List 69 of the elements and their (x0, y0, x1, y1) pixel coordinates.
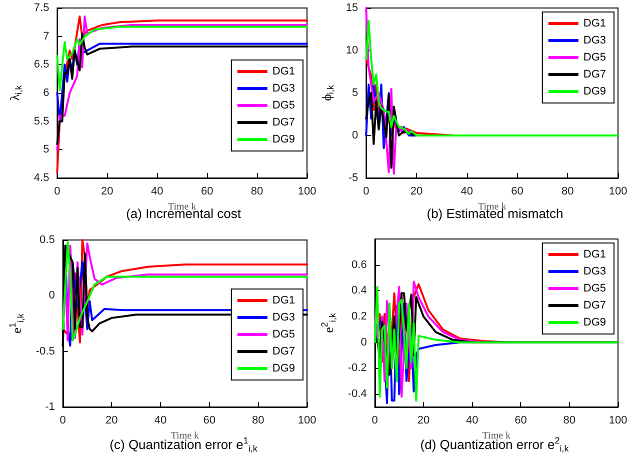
y-tick-label: -0.4 (348, 388, 367, 400)
y-tick-label: -0.2 (348, 362, 367, 374)
y-axis-title: ϕi,k (319, 84, 336, 101)
y-tick-label: -5 (348, 172, 358, 184)
x-tick-label: 100 (608, 186, 628, 198)
y-tick-label: -1 (45, 401, 55, 413)
legend-label: DG7 (583, 68, 606, 80)
x-tick-label: 20 (106, 414, 118, 426)
y-tick-label: 0 (48, 290, 55, 302)
y-tick-label: 15 (346, 2, 358, 14)
legend-label: DG1 (272, 66, 296, 78)
y-axis-title: λi,k (7, 84, 24, 101)
y-tick-label: -0.5 (36, 345, 55, 358)
x-tick-label: 100 (298, 414, 316, 426)
x-tick-label: 20 (101, 186, 114, 198)
x-tick-label: 0 (372, 414, 378, 426)
x-tick-label: 40 (460, 186, 474, 198)
y-tick-label: 7 (43, 30, 50, 42)
x-tick-label: 20 (410, 186, 423, 198)
legend-label: DG3 (272, 312, 296, 324)
legend-label: DG5 (583, 282, 606, 294)
y-tick-label: 5 (352, 87, 358, 99)
x-tick-label: 0 (60, 414, 66, 426)
legend-label: DG9 (583, 86, 606, 98)
y-tick-label: 0.5 (40, 234, 55, 246)
y-axis-title: e1i,k (8, 313, 26, 334)
x-tick-label: 60 (514, 414, 527, 426)
legend-label: DG3 (272, 82, 296, 94)
x-tick-label: 60 (203, 414, 216, 426)
legend-label: DG5 (272, 100, 296, 112)
y-tick-label: 6 (43, 87, 50, 99)
x-axis-title: Time k (168, 201, 196, 212)
legend-label: DG1 (272, 294, 296, 306)
y-tick-label: 5 (43, 144, 50, 156)
x-tick-label: 80 (252, 414, 264, 426)
legend-label: DG7 (272, 116, 296, 128)
legend-label: DG1 (583, 248, 606, 260)
x-tick-label: 60 (511, 186, 524, 198)
x-tick-label: 40 (466, 414, 478, 426)
x-tick-label: 100 (608, 414, 628, 426)
legend-label: DG5 (583, 52, 606, 64)
legend-label: DG3 (583, 34, 606, 46)
x-tick-label: 40 (150, 186, 164, 198)
y-tick-label: 0.6 (352, 258, 367, 271)
legend-label: DG7 (272, 346, 296, 358)
y-axis-title: e2i,k (320, 312, 338, 333)
legend-label: DG9 (583, 316, 606, 328)
y-tick-label: 6.5 (34, 58, 50, 71)
x-tick-label: 20 (417, 414, 430, 426)
y-tick-label: 7.5 (34, 2, 50, 14)
legend-label: DG3 (583, 266, 606, 278)
y-tick-label: 0 (360, 336, 367, 348)
legend-label: DG7 (583, 300, 606, 312)
legend-label: DG5 (272, 328, 296, 340)
x-tick-label: 40 (154, 414, 167, 426)
y-tick-label: 0.2 (352, 310, 367, 323)
x-tick-label: 80 (250, 186, 264, 198)
legend-label: DG1 (583, 18, 606, 30)
y-tick-label: 4.5 (34, 172, 50, 184)
y-tick-label: 10 (346, 44, 358, 56)
x-tick-label: 100 (298, 186, 316, 198)
y-tick-label: 0 (352, 130, 358, 142)
legend-label: DG9 (272, 362, 296, 374)
x-tick-label: 80 (563, 414, 576, 426)
legend-label: DG9 (272, 134, 296, 146)
x-tick-label: 80 (562, 186, 574, 198)
x-tick-label: 60 (200, 186, 214, 198)
y-tick-label: 5.5 (34, 115, 50, 128)
y-tick-label: 0.4 (352, 284, 367, 297)
